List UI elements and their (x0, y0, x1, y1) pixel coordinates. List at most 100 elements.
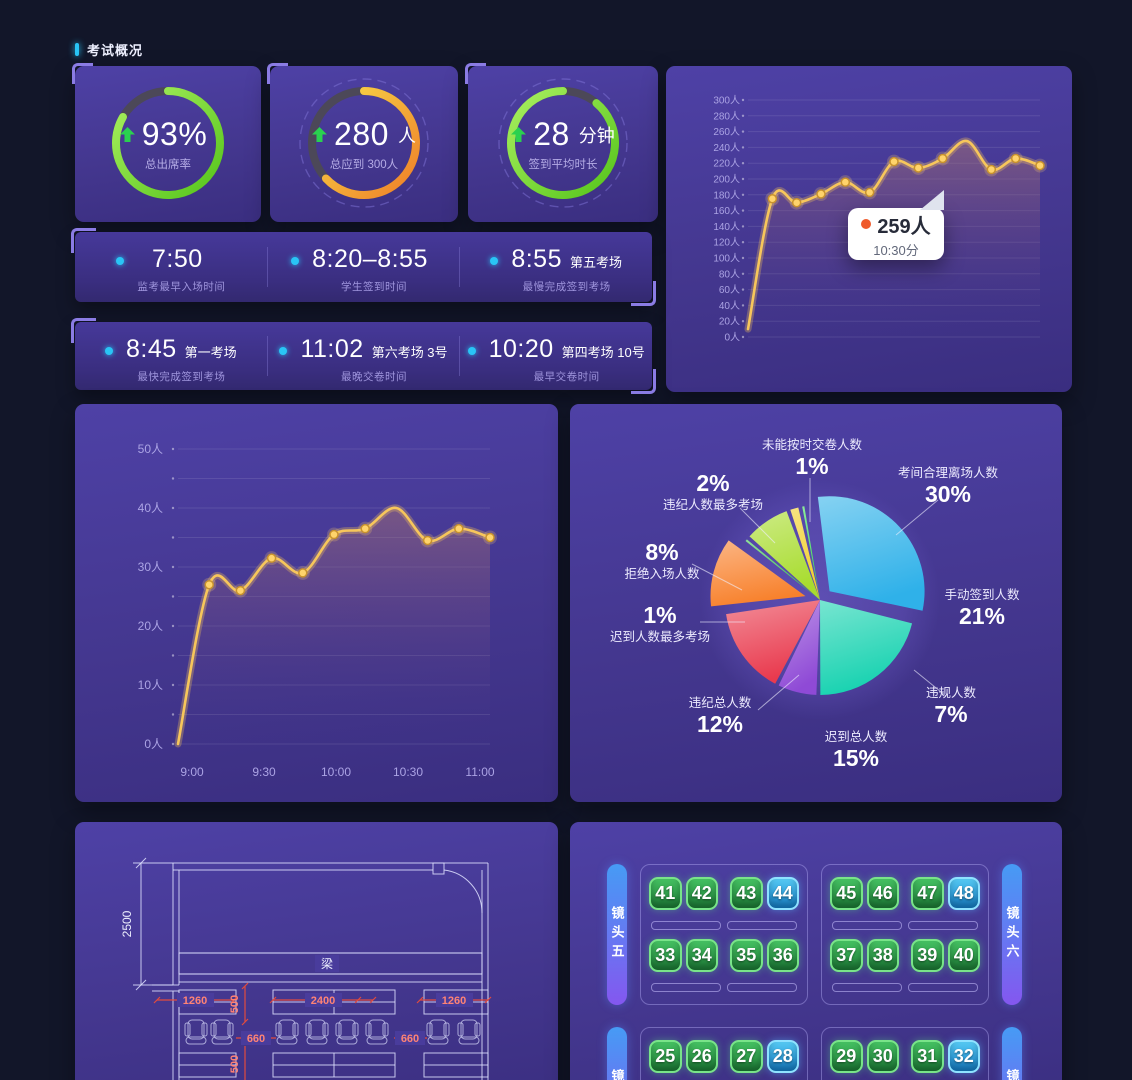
seat-27[interactable]: 27 (730, 1040, 763, 1073)
dim-aisle-left: 660 (247, 1033, 265, 1045)
seat-43[interactable]: 43 (730, 877, 763, 910)
gauge-center: 280 人 总应到 300人 (270, 66, 458, 222)
seat-row: 33 34 35 36 (649, 939, 799, 972)
seat-30[interactable]: 30 (866, 1040, 899, 1073)
bullet-dot-icon (467, 347, 476, 355)
tooltip-value: 259人 (877, 215, 931, 238)
section-title: 考试概况 (87, 43, 144, 58)
seat-group-1-1: 29 30 31 32 (821, 1027, 989, 1080)
pie-slice-6[interactable] (745, 539, 820, 600)
seat-group-0-1: 45 46 47 48 37 38 39 40 (821, 864, 989, 1005)
pie-slice-3[interactable] (778, 600, 820, 695)
pie-slice-7[interactable] (749, 511, 820, 600)
pie-slice-2[interactable] (820, 600, 913, 695)
seat-31[interactable]: 31 (911, 1040, 944, 1073)
gauge-center: 28 分钟 签到平均时长 (468, 66, 658, 222)
camera-pill-left-0[interactable]: 镜头五 (607, 864, 627, 1005)
svg-text:220人: 220人 (713, 158, 740, 170)
pie-slice-4[interactable] (726, 600, 820, 684)
dim-left: 1260 (183, 995, 207, 1007)
svg-text:120人: 120人 (713, 237, 740, 249)
stat-latest-submission: 11:02 第六考场 3号 最晚交卷时间 (268, 322, 460, 390)
gauge-label: 总出席率 (145, 159, 191, 171)
seat-39[interactable]: 39 (911, 939, 944, 972)
stat-student-signin-window: 8:20–8:55 学生签到时间 (268, 232, 460, 302)
tooltip-fold-icon (920, 190, 944, 210)
tooltip-time: 10:30分 (873, 242, 919, 258)
divider (459, 336, 461, 376)
camera-pill-right-1[interactable]: 镜头 (1002, 1027, 1022, 1080)
stat-fastest-signin-room: 8:45 第一考场 最快完成签到考场 (75, 322, 267, 390)
svg-text:180人: 180人 (713, 189, 740, 201)
desk-row (649, 983, 799, 992)
seat-38[interactable]: 38 (866, 939, 899, 972)
dim-right: 1260 (442, 995, 466, 1007)
seat-block-0: 镜头五 41 42 43 44 33 34 35 36 45 46 47 48 37 38 39 40 镜头六 (607, 864, 1022, 1005)
svg-text:11:00: 11:00 (465, 765, 494, 779)
beam (178, 952, 483, 983)
up-arrow-icon (119, 127, 135, 142)
pie-slice-0[interactable] (802, 506, 820, 600)
dim-room-height: 2500 (120, 910, 134, 937)
svg-text:60人: 60人 (719, 284, 740, 296)
svg-text:10:00: 10:00 (321, 765, 351, 779)
pie-slice-1[interactable] (817, 496, 925, 611)
stat-slowest-signin-room: 8:55 第五考场 最慢完成签到考场 (460, 232, 652, 302)
svg-text:100人: 100人 (713, 253, 740, 265)
chairs (184, 1019, 481, 1045)
svg-text:9:00: 9:00 (180, 765, 204, 779)
seat-group-0-0: 41 42 43 44 33 34 35 36 (640, 864, 808, 1005)
camera-pill-left-1[interactable]: 镜头 (607, 1027, 627, 1080)
seat-44[interactable]: 44 (766, 877, 799, 910)
stat-bar-row-1: 7:50 监考最早入场时间 8:20–8:55 学生签到时间 8:55 第五考场 … (71, 228, 656, 306)
height-dimension (133, 857, 173, 991)
dim-mid: 2400 (311, 995, 335, 1007)
seat-46[interactable]: 46 (866, 877, 899, 910)
beam-label: 梁 (321, 956, 333, 971)
bullet-dot-icon (279, 347, 288, 355)
seat-32[interactable]: 32 (947, 1040, 980, 1073)
seat-row: 45 46 47 48 (830, 877, 980, 910)
desk-row (830, 983, 980, 992)
seat-28[interactable]: 28 (766, 1040, 799, 1073)
room-walls (152, 862, 489, 1080)
gauge-label: 总应到 300人 (329, 159, 399, 171)
svg-text:20人: 20人 (719, 316, 740, 328)
dimension-labels: 2500 梁 1260 500 2400 1260 660 660 500 (120, 910, 473, 1073)
camera-pill-right-0[interactable]: 镜头六 (1002, 864, 1022, 1005)
bullet-dot-icon (291, 257, 300, 265)
seat-47[interactable]: 47 (911, 877, 944, 910)
seat-group-1-0: 25 26 27 28 (640, 1027, 808, 1080)
seat-40[interactable]: 40 (947, 939, 980, 972)
seat-25[interactable]: 25 (649, 1040, 682, 1073)
signin-trend-chart-card: 0人 20人 40人 60人 80人 100人 120人 140人 160人 180人 200人 22… (666, 66, 1072, 392)
seat-29[interactable]: 29 (830, 1040, 863, 1073)
svg-text:0人: 0人 (724, 332, 740, 344)
seat-42[interactable]: 42 (685, 877, 718, 910)
svg-text:10:30: 10:30 (393, 765, 423, 779)
svg-text:200人: 200人 (713, 174, 740, 186)
seat-48[interactable]: 48 (947, 877, 980, 910)
desk-bar (908, 921, 978, 930)
seat-26[interactable]: 26 (685, 1040, 718, 1073)
svg-text:20人: 20人 (138, 619, 163, 633)
seat-34[interactable]: 34 (685, 939, 718, 972)
gauge-value: 93% (141, 116, 208, 152)
seat-33[interactable]: 33 (649, 939, 682, 972)
desk-row (649, 921, 799, 930)
gauge-value: 280 (334, 116, 389, 152)
exam-breakdown-pie-chart (691, 478, 947, 720)
seat-37[interactable]: 37 (830, 939, 863, 972)
seat-41[interactable]: 41 (649, 877, 682, 910)
svg-text:140人: 140人 (713, 221, 740, 233)
seat-36[interactable]: 36 (766, 939, 799, 972)
pie-slice-5[interactable] (710, 540, 806, 607)
seat-45[interactable]: 45 (830, 877, 863, 910)
dim-row1: 500 (229, 995, 241, 1013)
seat-35[interactable]: 35 (730, 939, 763, 972)
desk-bar (651, 921, 721, 930)
svg-text:40人: 40人 (719, 300, 740, 312)
pie-slice-8[interactable] (790, 507, 820, 600)
